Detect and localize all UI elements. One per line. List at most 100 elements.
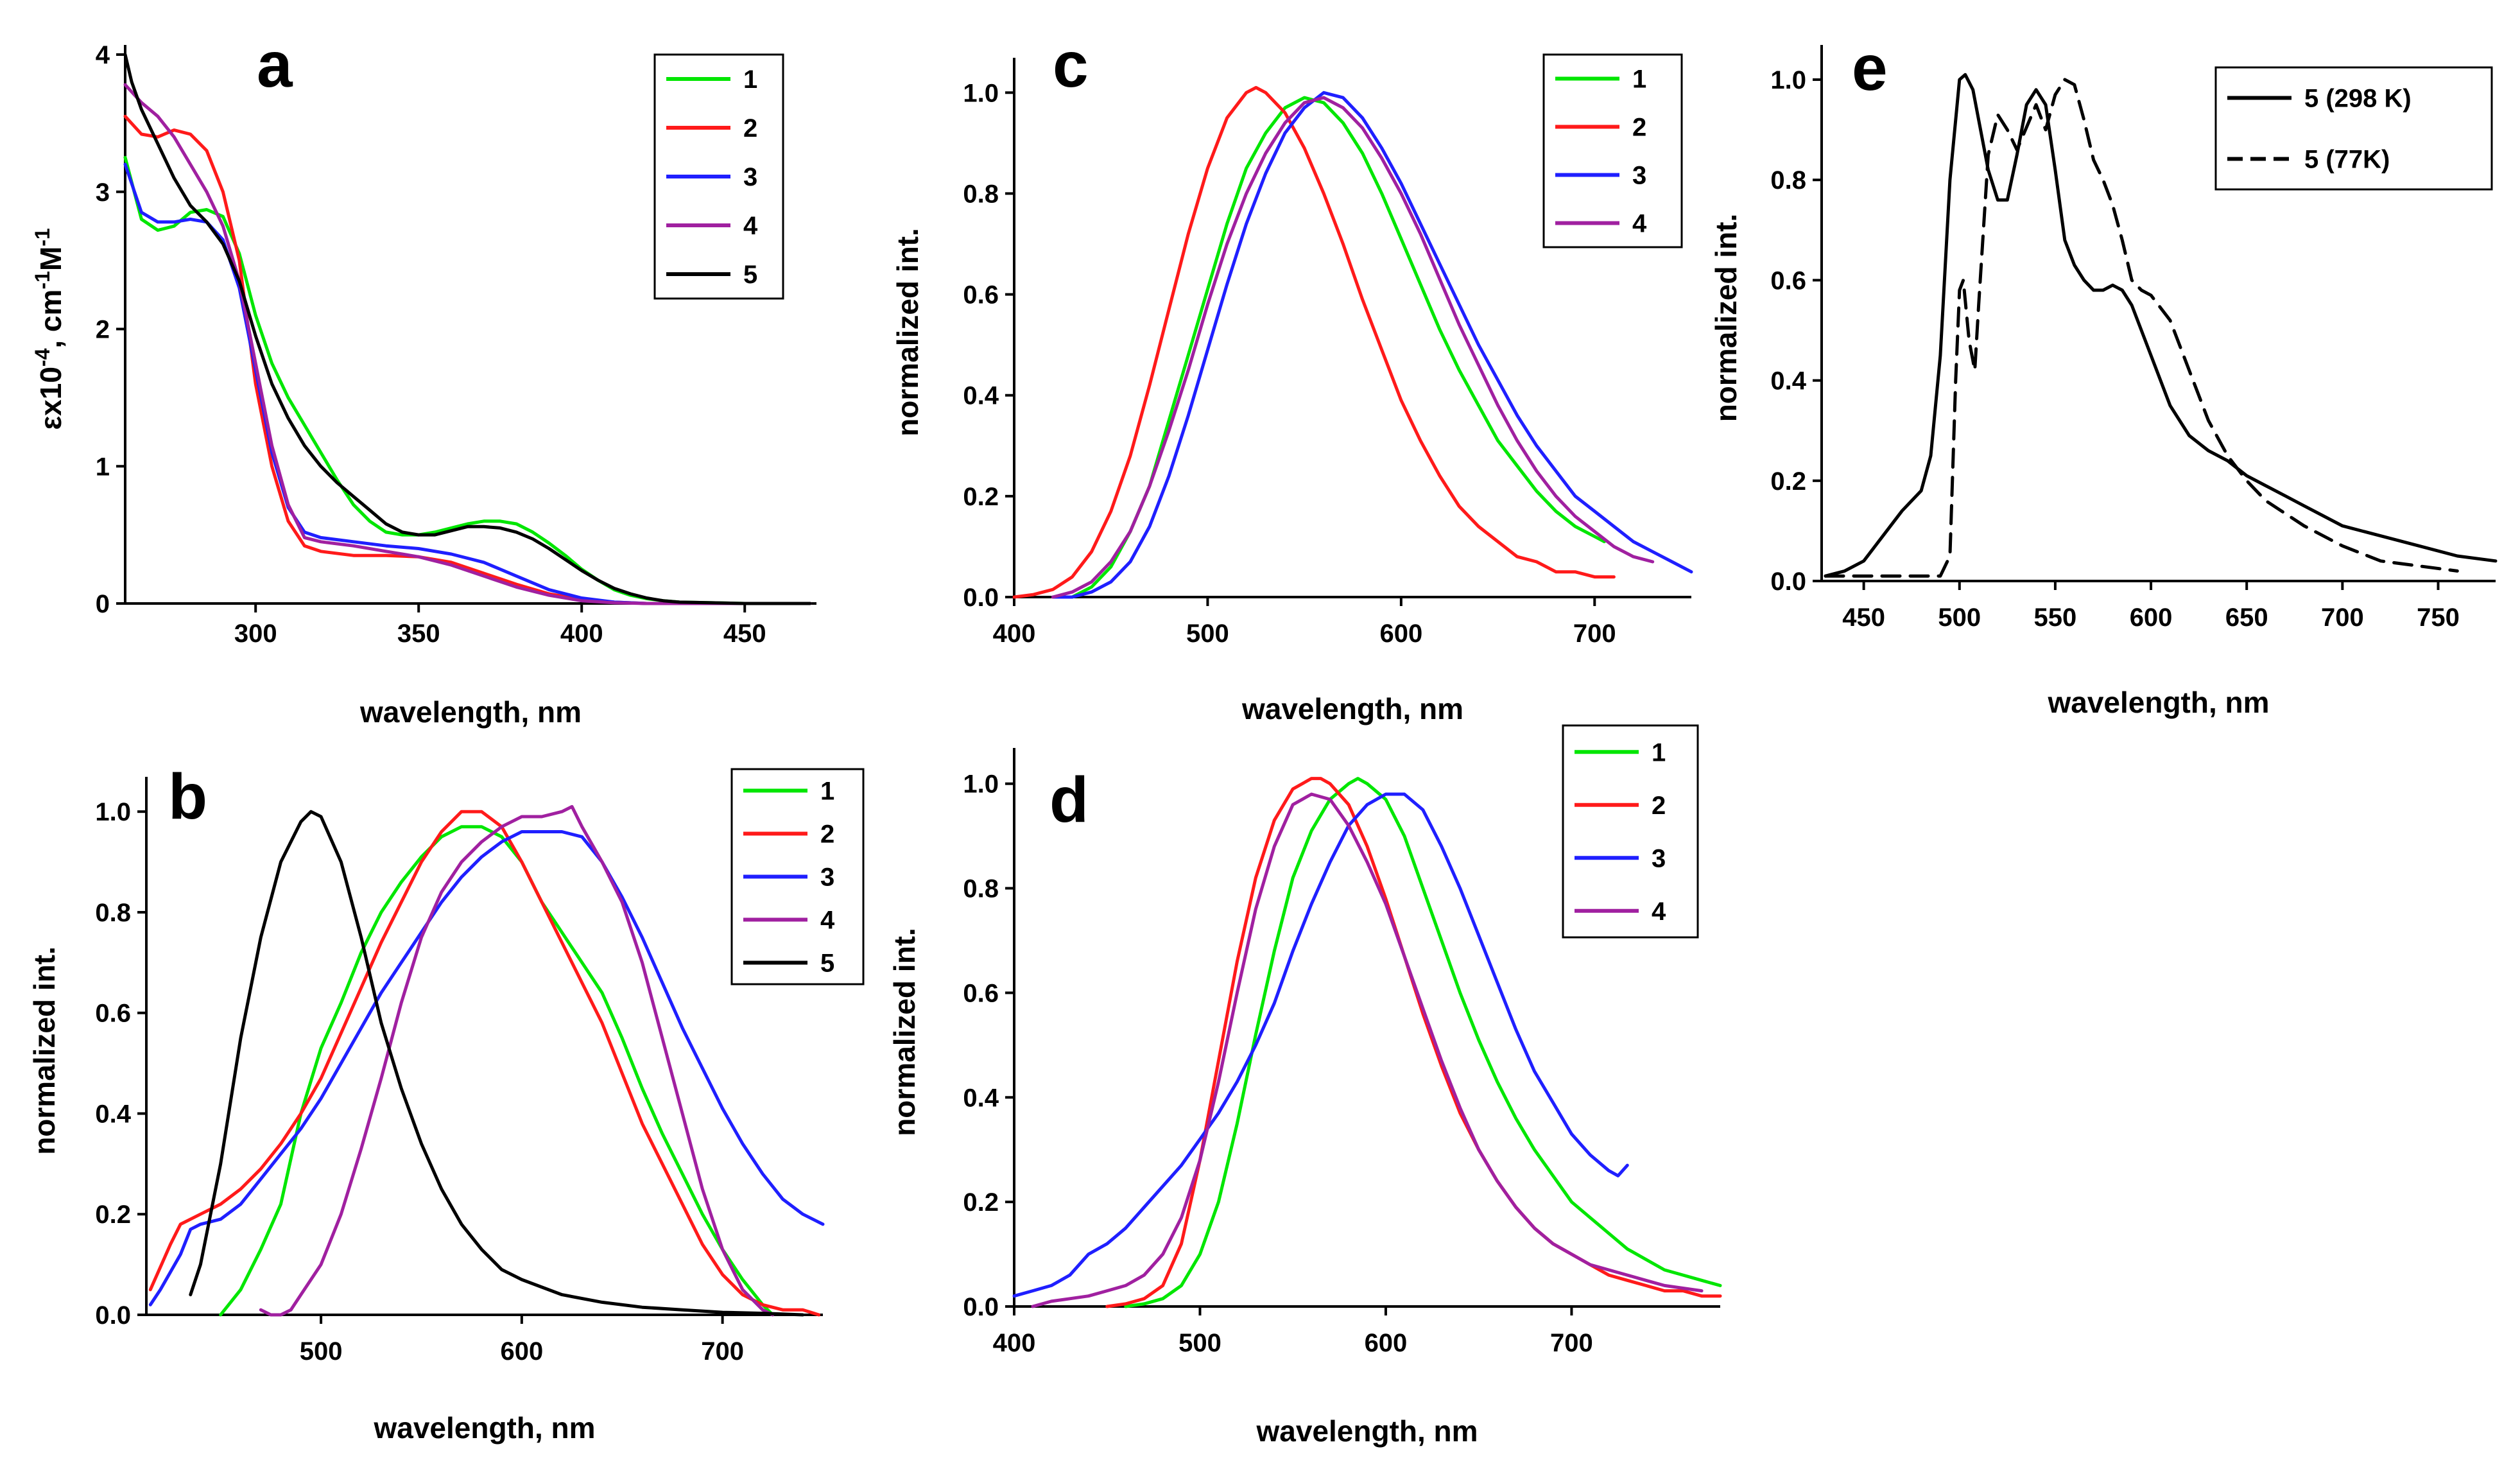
y-tick-label: 1.0	[1770, 66, 1806, 94]
legend-box	[2214, 66, 2493, 191]
y-tick-label: 0.2	[963, 483, 999, 511]
panel-label: b	[168, 761, 207, 833]
series-line-1	[1124, 777, 1722, 1308]
panel-label: d	[1049, 764, 1089, 836]
legend-label: 5 (298 K)	[2304, 85, 2412, 113]
legend: 1 2 3 4 5	[730, 768, 865, 985]
series-line-4	[259, 804, 775, 1317]
y-tick-label: 4	[96, 41, 110, 69]
y-axis-label: normalized int.	[1709, 214, 1743, 422]
legend-label: 1	[820, 777, 834, 806]
legend-label: 1	[1632, 65, 1646, 94]
y-tick-label: 0.6	[1770, 266, 1806, 295]
y-tick-label: 3	[96, 178, 110, 207]
legend-label: 3	[1632, 162, 1646, 190]
legend: 5 (298 K) 5 (77K)	[2214, 66, 2493, 191]
panel-b: 500 600 700 0.0 0.2 0.4 0.6 0.8 1.0 wavelength, n…	[28, 761, 865, 1445]
x-tick-label: 600	[500, 1337, 543, 1366]
legend-label: 2	[743, 114, 757, 143]
x-tick-label: 500	[1938, 603, 1981, 632]
y-tick-label: 0.8	[963, 875, 999, 903]
series-line-5	[189, 810, 805, 1317]
panel-d: 400 500 600 700 0.0 0.2 0.4 0.6 0.8 1.0 wavelength…	[888, 724, 1722, 1448]
y-tick-label: 0.4	[963, 382, 999, 410]
x-tick-label: 650	[2225, 603, 2268, 632]
legend-label: 2	[820, 820, 834, 849]
y-tick-label: 0.0	[963, 1293, 999, 1321]
series-line-3	[1012, 792, 1629, 1298]
x-tick-label: 450	[723, 620, 766, 648]
y-tick-label: 0.0	[963, 584, 999, 612]
y-axis-label-part: -1	[31, 271, 54, 289]
y-tick-label: 0.4	[963, 1084, 999, 1112]
legend: 1 2 3 4 5	[653, 53, 784, 300]
y-tick-label: 1.0	[95, 798, 131, 826]
x-tick-label: 500	[300, 1337, 343, 1366]
series-line-4	[123, 83, 812, 605]
x-tick-label: 750	[2417, 603, 2460, 632]
y-axis-label: normalized int.	[891, 228, 924, 437]
x-axis-label: wavelength, nm	[373, 1411, 595, 1445]
y-tick-label: 0.6	[963, 281, 999, 309]
x-tick-label: 700	[701, 1337, 744, 1366]
series-line-3	[1051, 91, 1693, 599]
x-tick-label: 400	[993, 620, 1036, 648]
x-tick-label: 600	[1365, 1329, 1408, 1357]
y-tick-label: 0.8	[95, 899, 131, 927]
y-tick-label: 0.0	[1770, 568, 1806, 596]
y-tick-label: 0.6	[95, 1000, 131, 1028]
y-axis-label-part: -1	[31, 228, 54, 246]
y-tick-label: 0.4	[1770, 367, 1806, 395]
legend-box	[1562, 724, 1699, 939]
series-line-3	[148, 830, 825, 1306]
series-line-3	[123, 162, 812, 605]
y-tick-label: 2	[96, 316, 110, 344]
legend-label: 4	[743, 212, 758, 240]
legend-label: 4	[1652, 898, 1666, 926]
y-tick-label: 0.6	[963, 979, 999, 1007]
y-tick-label: 0.0	[95, 1301, 131, 1330]
y-tick-label: 0.2	[95, 1201, 131, 1229]
panel-a: 300 350 400 450 0 1 2 3 4 wavelength, nm εx10-4, c…	[31, 29, 816, 729]
x-tick-label: 600	[1379, 620, 1422, 648]
x-tick-label: 550	[2034, 603, 2077, 632]
series-line-1	[219, 825, 775, 1317]
y-axis-label-part: -4	[31, 348, 54, 367]
x-tick-label: 450	[1842, 603, 1885, 632]
y-tick-label: 0.4	[95, 1100, 131, 1128]
series-line-1	[1070, 96, 1606, 599]
y-tick-label: 0.8	[1770, 166, 1806, 195]
series-line-4	[1051, 96, 1655, 599]
y-axis-label-part: M	[34, 247, 67, 271]
y-axis-label-part: εx10	[34, 367, 67, 430]
legend-label: 1	[743, 65, 757, 94]
panel-label: a	[257, 29, 293, 101]
x-tick-label: 600	[2130, 603, 2173, 632]
series-line-5-298-K	[1824, 73, 2498, 578]
x-axis-label: wavelength, nm	[359, 695, 582, 729]
x-tick-label: 500	[1178, 1329, 1221, 1357]
x-tick-label: 400	[993, 1329, 1036, 1357]
x-tick-label: 700	[1550, 1329, 1593, 1357]
x-tick-label: 400	[560, 620, 603, 648]
y-tick-label: 0.2	[963, 1188, 999, 1217]
y-axis-label-part: , cm	[34, 290, 67, 349]
legend-label: 5 (77K)	[2304, 146, 2390, 174]
panel-c: 400 500 600 700 0.0 0.2 0.4 0.6 0.8 1.0 wavelength…	[891, 29, 1693, 725]
legend: 1 2 3 4	[1562, 724, 1699, 939]
x-tick-label: 350	[397, 620, 440, 648]
series-line-5	[123, 53, 812, 605]
legend-label: 5	[820, 950, 834, 978]
x-tick-label: 500	[1186, 620, 1229, 648]
y-axis-label: εx10-4, cm-1M-1	[31, 228, 67, 430]
legend-label: 4	[1632, 210, 1647, 238]
legend: 1 2 3 4	[1542, 53, 1683, 248]
y-tick-label: 0.8	[963, 180, 999, 208]
panel-e: 450 500 550 600 650 700 750 0.0 0.2 0.4 0.6 0.8 1.0 w…	[1709, 32, 2498, 719]
legend-label: 3	[820, 864, 834, 892]
series-line-2	[1012, 85, 1616, 599]
legend-label: 5	[743, 261, 757, 289]
panel-label: e	[1852, 32, 1888, 104]
series-line-5-77K	[1824, 78, 2459, 578]
x-tick-label: 700	[2321, 603, 2364, 632]
